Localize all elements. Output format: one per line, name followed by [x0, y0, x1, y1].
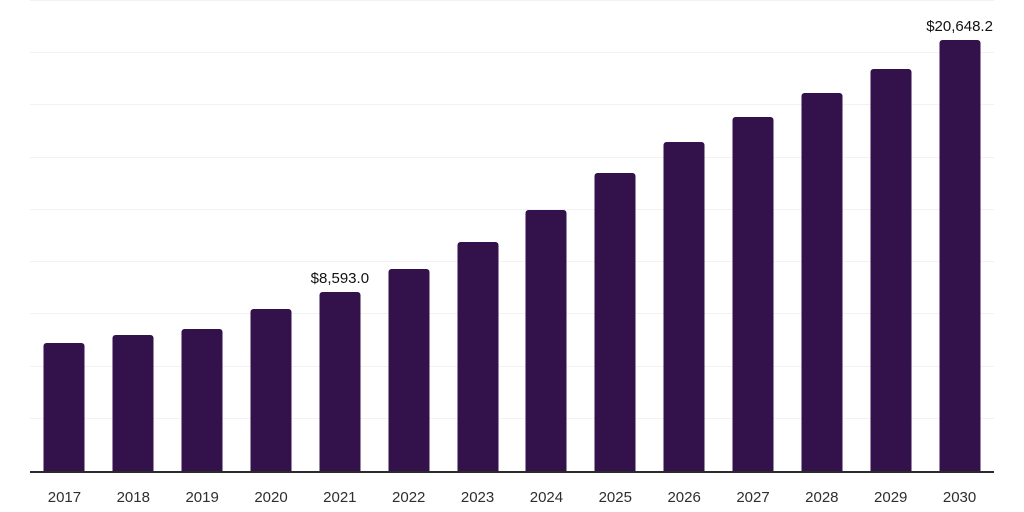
x-tick-2021: 2021 — [323, 489, 357, 506]
bar-2028 — [801, 93, 843, 471]
gridline-22500 — [30, 0, 994, 1]
bar-2030 — [939, 39, 981, 471]
gridline-7500 — [30, 313, 994, 315]
x-tick-2028: 2028 — [805, 489, 839, 506]
gridline-2500 — [30, 417, 994, 419]
value-label-2021: $8,593.0 — [310, 269, 370, 287]
x-tick-2024: 2024 — [529, 489, 564, 506]
x-tick-2017: 2017 — [47, 489, 82, 506]
x-tick-2026: 2026 — [667, 489, 701, 506]
bar-2027 — [732, 117, 774, 471]
x-tick-2025: 2025 — [598, 489, 632, 506]
bar-2024 — [525, 210, 567, 471]
x-tick-2029: 2029 — [874, 489, 908, 506]
x-tick-2027: 2027 — [736, 489, 770, 506]
bar-2020 — [250, 309, 292, 471]
bar-2023 — [457, 242, 499, 471]
gridline-17500 — [30, 104, 994, 106]
x-tick-2019: 2019 — [185, 489, 219, 506]
gridline-5000 — [30, 365, 994, 367]
bar-2026 — [663, 142, 705, 471]
bar-2021 — [319, 291, 361, 471]
gridline-12500 — [30, 208, 994, 210]
bar-2017 — [43, 342, 85, 471]
gridline-10000 — [30, 261, 994, 263]
x-tick-2018: 2018 — [116, 489, 150, 506]
x-tick-2022: 2022 — [392, 489, 426, 506]
x-axis-labels: 2017 2018 2019 2020 2021 2022 2023 2024 2025 2026… — [30, 480, 994, 512]
bar-2025 — [594, 173, 636, 471]
plot-area: $8,593.0 $20,648.2 — [30, 0, 994, 473]
x-tick-2020: 2020 — [254, 489, 288, 506]
gridline-15000 — [30, 156, 994, 158]
bar-2019 — [181, 328, 223, 471]
gridline-20000 — [30, 52, 994, 54]
value-label-2030: $20,648.2 — [926, 17, 993, 35]
x-tick-2030: 2030 — [942, 489, 977, 506]
bar-2018 — [112, 335, 154, 471]
bar-2029 — [870, 69, 912, 471]
x-tick-2023: 2023 — [460, 489, 495, 506]
bar-2022 — [388, 269, 430, 471]
